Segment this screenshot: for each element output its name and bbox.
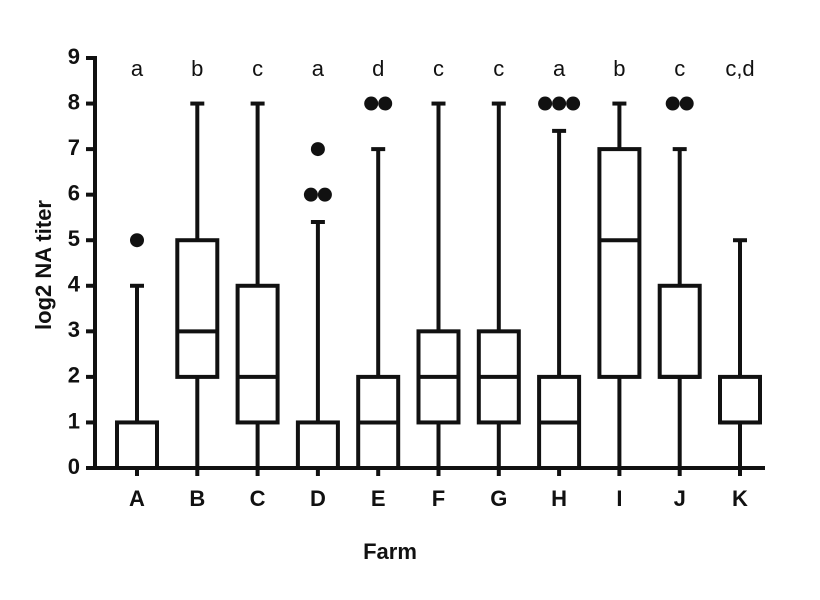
outlier [310, 142, 325, 157]
x-tick-label: K [732, 486, 748, 511]
outlier [665, 96, 680, 111]
outlier [130, 233, 144, 248]
outlier [566, 96, 581, 111]
significance-letter: a [312, 56, 325, 81]
significance-letter: c [674, 56, 685, 81]
outlier [364, 96, 379, 111]
outlier [303, 187, 318, 202]
x-tick-label: F [432, 486, 445, 511]
box [718, 374, 762, 425]
significance-letter: a [131, 56, 144, 81]
significance-letter: c [252, 56, 263, 81]
outlier [538, 96, 553, 111]
x-tick-label: A [129, 486, 145, 511]
outlier [378, 96, 393, 111]
x-tick-label: I [616, 486, 622, 511]
significance-letter: a [553, 56, 566, 81]
y-tick-label: 8 [68, 89, 80, 114]
outlier [317, 187, 332, 202]
y-tick-label: 6 [68, 180, 80, 205]
y-tick-label: 3 [68, 317, 80, 342]
box [115, 420, 159, 471]
x-tick-label: J [674, 486, 686, 511]
box [235, 283, 280, 425]
y-axis-title: log2 NA titer [31, 200, 56, 330]
outlier [679, 96, 694, 111]
x-tick-label: B [189, 486, 205, 511]
significance-letter: b [191, 56, 203, 81]
box [597, 147, 642, 379]
x-tick-label: D [310, 486, 326, 511]
y-tick-label: 9 [68, 44, 80, 69]
y-tick-label: 1 [68, 408, 80, 433]
x-axis-title: Farm [363, 539, 417, 564]
y-tick-label: 5 [68, 226, 80, 251]
y-tick-label: 7 [68, 135, 80, 160]
outlier [552, 96, 567, 111]
significance-letter: c,d [725, 56, 754, 81]
x-tick-label: E [371, 486, 386, 511]
x-tick-label: H [551, 486, 567, 511]
box [657, 283, 702, 379]
y-tick-label: 2 [68, 363, 80, 388]
significance-letter: c [493, 56, 504, 81]
x-tick-label: G [490, 486, 507, 511]
box [295, 420, 340, 471]
x-tick-label: C [250, 486, 266, 511]
significance-letter: d [372, 56, 384, 81]
significance-letter: c [433, 56, 444, 81]
y-tick-label: 4 [68, 272, 81, 297]
significance-letter: b [613, 56, 625, 81]
y-tick-label: 0 [68, 454, 80, 479]
box [175, 238, 220, 379]
